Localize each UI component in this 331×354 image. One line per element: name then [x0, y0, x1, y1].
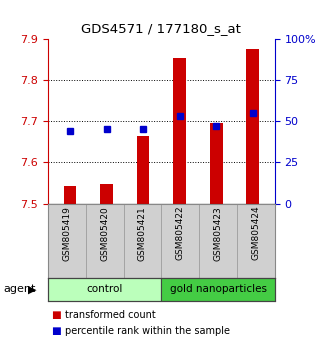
Text: ▶: ▶ — [28, 284, 37, 295]
Bar — [162, 204, 199, 278]
Bar — [162, 278, 275, 301]
Text: control: control — [86, 284, 123, 295]
Text: agent: agent — [3, 284, 36, 295]
Bar — [100, 184, 113, 204]
Bar — [86, 204, 123, 278]
Bar — [64, 186, 76, 204]
Bar — [199, 204, 237, 278]
Bar — [137, 136, 150, 204]
Text: GSM805419: GSM805419 — [62, 206, 71, 261]
Title: GDS4571 / 177180_s_at: GDS4571 / 177180_s_at — [81, 22, 241, 35]
Text: ■: ■ — [51, 326, 61, 336]
Text: GSM805424: GSM805424 — [251, 206, 260, 261]
Text: GSM805423: GSM805423 — [213, 206, 222, 261]
Text: GSM805421: GSM805421 — [138, 206, 147, 261]
Bar — [173, 58, 186, 204]
Bar — [246, 49, 259, 204]
Bar — [48, 204, 86, 278]
Text: GSM805420: GSM805420 — [100, 206, 109, 261]
Text: ■: ■ — [51, 310, 61, 320]
Text: transformed count: transformed count — [65, 310, 155, 320]
Bar — [237, 204, 275, 278]
Bar — [123, 204, 162, 278]
Text: GSM805422: GSM805422 — [176, 206, 185, 261]
Text: gold nanoparticles: gold nanoparticles — [169, 284, 266, 295]
Bar — [48, 278, 162, 301]
Text: percentile rank within the sample: percentile rank within the sample — [65, 326, 229, 336]
Bar — [210, 123, 223, 204]
